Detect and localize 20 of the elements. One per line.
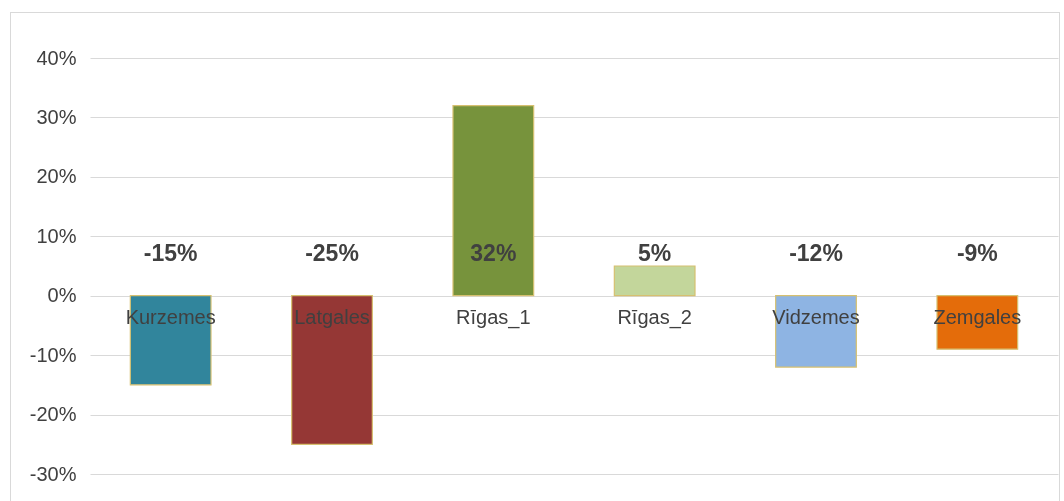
bar xyxy=(452,104,535,297)
data-label: 32% xyxy=(470,239,517,266)
bar xyxy=(291,295,373,445)
y-tick-label: 10% xyxy=(36,224,77,247)
data-label: 5% xyxy=(638,239,672,266)
y-tick-label: -30% xyxy=(29,462,77,485)
y-tick-label: 0% xyxy=(47,284,77,307)
bar xyxy=(613,265,696,297)
y-tick-label: 30% xyxy=(36,105,77,128)
x-tick-label: Rīgas_2 xyxy=(617,306,692,330)
x-tick-label: Latgales xyxy=(294,306,370,329)
y-tick-label: -10% xyxy=(29,343,77,366)
y-tick-label: 40% xyxy=(36,46,77,69)
data-label: -12% xyxy=(789,239,843,266)
x-tick-label: Rīgas_1 xyxy=(456,306,531,330)
y-tick-label: -20% xyxy=(29,403,77,426)
y-tick-label: 20% xyxy=(36,165,77,188)
data-label: -15% xyxy=(143,239,198,266)
data-label: -25% xyxy=(305,239,359,266)
data-label: -9% xyxy=(956,239,998,266)
